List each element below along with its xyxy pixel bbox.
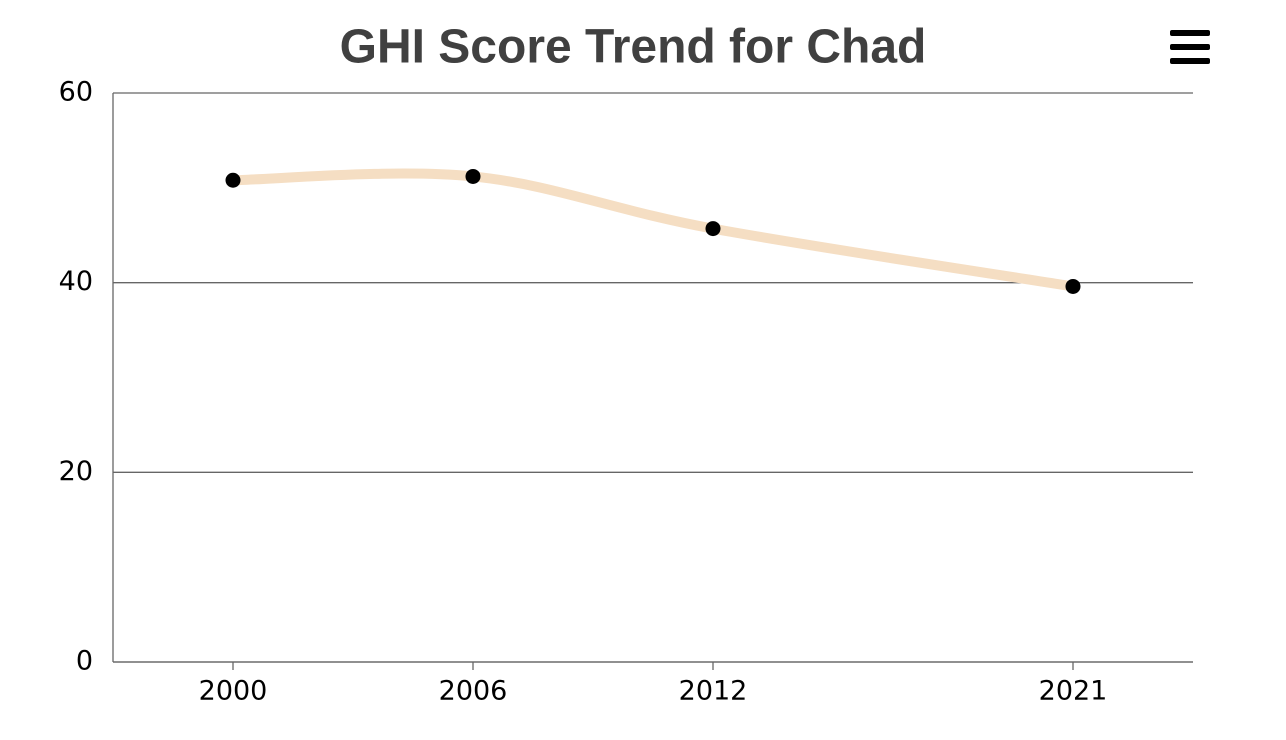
menu-button[interactable] (1170, 30, 1210, 64)
x-tick-label: 2021 (1039, 676, 1108, 707)
point (465, 168, 481, 184)
y-tick-label: 60 (59, 77, 93, 108)
x-tick-label: 2012 (679, 676, 748, 707)
x-tick-label: 2000 (199, 676, 268, 707)
y-tick-label: 40 (59, 266, 93, 297)
line (228, 168, 1078, 292)
y-tick-label: 20 (59, 456, 93, 487)
menu-bar[interactable] (1170, 44, 1210, 50)
y-tick-label: 0 (76, 646, 93, 677)
x-tick-label: 2006 (439, 676, 508, 707)
point (225, 172, 241, 188)
point (1065, 278, 1081, 294)
menu-bar[interactable] (1170, 58, 1210, 64)
chart-title: GHI Score Trend for Chad (340, 21, 927, 74)
menu-bar[interactable] (1170, 30, 1210, 36)
point (705, 221, 721, 237)
